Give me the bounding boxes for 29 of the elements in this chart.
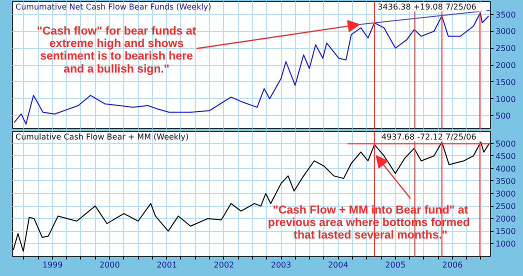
- y-tick-label: 1500: [496, 78, 516, 87]
- annotation: "Cash flow" for bear funds at extreme high and shows sentiment is to bearish here and a bullish sign.": [36, 26, 196, 76]
- y-tick-label: 2000: [496, 61, 516, 70]
- y-tick-label: 1000: [496, 240, 516, 249]
- y-tick-label: 3500: [496, 10, 516, 20]
- x-tick-label: 2000: [99, 260, 120, 270]
- y-tick-label: 4500: [496, 152, 516, 161]
- x-tick-label: 2004: [328, 260, 348, 270]
- y-tick-label: 5000: [496, 139, 516, 148]
- annotation: 4937.68 -72.12 7/25/06: [382, 132, 476, 142]
- x-tick-label: 2001: [156, 260, 178, 270]
- x-tick-label: 2002: [214, 260, 234, 270]
- x-tick-label: 1999: [42, 260, 63, 270]
- y-tick-label: 500: [496, 112, 511, 121]
- y-tick-label: 2500: [496, 44, 516, 54]
- y-tick-label: 3000: [496, 190, 516, 198]
- x-tick-label: 2006: [442, 260, 463, 270]
- x-tick-label: 2003: [270, 260, 292, 270]
- y-tick-label: 3500: [496, 176, 516, 186]
- chart-title: Cumumative Net Cash Flow Bear Funds (Weekly): [16, 2, 212, 12]
- chart-title: Cumulative Cash Flow Bear + MM (Weekly): [16, 132, 189, 142]
- y-tick-label: 2000: [496, 214, 516, 224]
- x-tick-label: 2005: [385, 260, 406, 270]
- y-tick-label: 2500: [496, 202, 516, 212]
- annotation: 3436.38 +19.08 7/25/06: [378, 2, 476, 12]
- y-tick-label: 3000: [496, 27, 516, 36]
- y-tick-label: 1500: [496, 227, 516, 236]
- y-tick-label: 1000: [496, 94, 516, 104]
- y-tick-label: 4000: [496, 164, 516, 174]
